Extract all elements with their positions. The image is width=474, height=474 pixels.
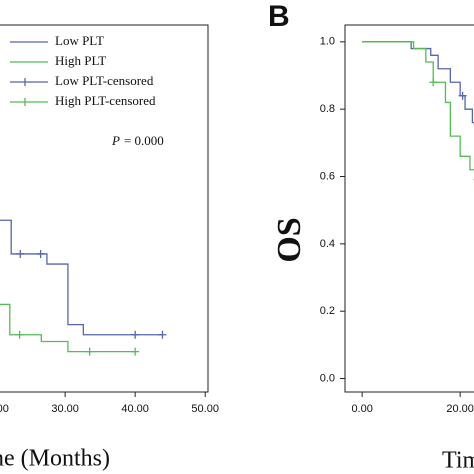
x-tick-label: 50.00	[191, 403, 219, 415]
survival-curve	[0, 303, 136, 353]
y-tick-label: 0.6	[320, 170, 335, 182]
x-tick-label: 30.00	[51, 403, 79, 415]
censor-mark	[15, 330, 24, 339]
censor-mark	[85, 347, 94, 356]
plot-frame	[0, 24, 209, 393]
y-tick-label: 1.0	[320, 36, 335, 48]
y-axis-label: OS	[271, 217, 308, 262]
x-tick-label: 0.00	[351, 403, 372, 415]
legend-label: High PLT-censored	[55, 93, 156, 108]
p-value: P = 0.000	[111, 133, 164, 148]
censor-mark	[429, 78, 438, 87]
censor-mark	[158, 330, 167, 339]
x-axis-label: Time (Months)	[442, 448, 474, 474]
censor-mark	[36, 249, 45, 258]
legend-label: Low PLT-censored	[55, 73, 154, 88]
x-tick-label: 20.00	[446, 403, 474, 415]
legend-label: High PLT	[55, 53, 106, 68]
survival-curve	[362, 41, 474, 171]
censor-mark	[16, 249, 25, 258]
survival-curve	[362, 41, 474, 124]
plot-frame	[344, 24, 474, 393]
y-tick-label: 0.2	[320, 305, 335, 317]
legend-label: Low PLT	[55, 33, 104, 48]
x-tick-label: 40.00	[121, 403, 149, 415]
chart-panel: 0.00 20.00 0.0 0.2 0.4 0.6 0.8 1.0 B OS Time (Mont…	[268, 0, 474, 474]
censor-mark	[131, 330, 140, 339]
p-symbol: P	[111, 133, 120, 148]
chart-panel: 20.00 30.00 40.00 50.00 Low PLT High PLT Low P…	[0, 24, 219, 472]
survival-curve	[0, 219, 163, 336]
x-tick-label: 20.00	[0, 403, 9, 415]
censor-mark	[131, 347, 140, 356]
x-axis-label: Time (Months)	[0, 446, 110, 472]
y-tick-label: 0.0	[320, 372, 335, 384]
censor-mark	[458, 91, 467, 100]
y-tick-label: 0.4	[320, 238, 335, 250]
panel-label: B	[268, 0, 290, 33]
p-text: = 0.000	[124, 133, 164, 148]
y-tick-label: 0.8	[320, 103, 335, 115]
